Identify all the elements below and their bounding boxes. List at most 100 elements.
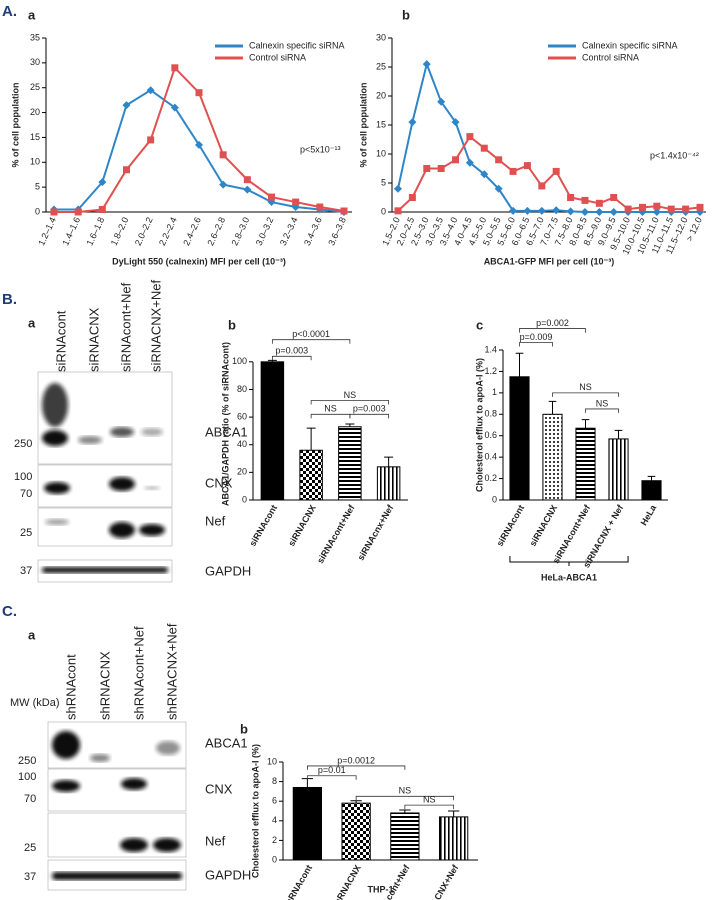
x-tick-label: shRNAcont [281, 863, 314, 900]
marker [466, 133, 474, 141]
bracket-label: NS [579, 382, 592, 392]
marker [219, 151, 227, 159]
marker [452, 156, 460, 164]
bracket-label: NS [344, 390, 357, 400]
legend-label: Calnexin specific siRNA [582, 40, 678, 50]
group-brace [509, 556, 629, 566]
bar [260, 361, 285, 501]
panel-label: c [476, 317, 483, 332]
marker [595, 199, 603, 207]
x-tick-label: 2.0–2.2 [133, 216, 155, 247]
error-bar [614, 429, 623, 439]
y-tick-label: 0.4 [484, 452, 497, 462]
marker [171, 64, 179, 72]
bar [376, 466, 401, 501]
y-tick-label: 0 [242, 494, 247, 504]
y-tick-label: 5 [35, 182, 40, 192]
marker [509, 167, 517, 175]
y-tick-label: 15 [30, 132, 40, 142]
bracket [306, 765, 406, 770]
x-tick-label: 1.6–1.8 [85, 216, 107, 247]
marker [268, 193, 275, 201]
marker [624, 205, 632, 213]
marker [682, 205, 690, 213]
protein-label: ABCA1 [205, 735, 248, 750]
error-bar [306, 427, 316, 451]
panel-label: b [228, 317, 236, 332]
bar [292, 786, 323, 861]
protein-label: Nef [205, 833, 226, 848]
x-tick-label: siRNACNX [286, 503, 318, 548]
error-bar [345, 423, 355, 427]
marker [609, 208, 618, 216]
protein-label: CNX [205, 475, 233, 490]
marker [195, 89, 203, 97]
error-bar [267, 359, 277, 362]
error-bar [647, 475, 656, 481]
bracket-label: NS [596, 398, 609, 408]
marker [581, 196, 589, 204]
bracket [306, 775, 357, 780]
group-label: THP-1 [367, 884, 393, 894]
marker [394, 207, 402, 215]
bracket [552, 392, 619, 397]
y-tick-label: 1.2 [484, 366, 497, 376]
marker [437, 97, 446, 106]
mw-marker: 250 [18, 755, 36, 767]
x-tick-label: 3.2–3.4 [278, 216, 300, 247]
marker [408, 194, 416, 201]
y-tick-label: 20 [30, 107, 40, 117]
x-tick-label: siRNAcont [495, 503, 527, 548]
x-tick-label: 3.0–3.2 [254, 216, 276, 247]
marker [98, 206, 106, 214]
panel-label: C. [2, 603, 17, 620]
marker [74, 208, 82, 216]
marker [408, 118, 417, 127]
y-tick-label: 30 [30, 57, 40, 67]
bracket-label: p=0.003 [353, 404, 386, 414]
annotation: p<5x10⁻¹³ [300, 144, 341, 154]
y-tick-label: 4 [272, 815, 277, 825]
mw-marker: 25 [24, 842, 36, 854]
marker [638, 203, 646, 211]
panel-label: b [402, 7, 410, 22]
marker [480, 170, 489, 179]
marker [652, 208, 661, 216]
marker [696, 203, 704, 211]
y-tick-label: 0 [272, 854, 277, 864]
marker [147, 136, 155, 144]
error-bar [350, 800, 362, 804]
error-bar [399, 809, 411, 813]
y-tick-label: 10 [30, 157, 40, 167]
y-tick-label: 10 [267, 756, 277, 766]
marker [394, 184, 402, 193]
protein-label: ABCA1 [205, 424, 248, 439]
panel-label: A. [2, 3, 17, 20]
bar [542, 413, 563, 501]
marker [495, 156, 503, 164]
y-tick-label: 35 [30, 32, 40, 42]
y-tick-label: 0.2 [484, 473, 497, 483]
mw-marker: 25 [20, 527, 32, 539]
marker [451, 118, 460, 127]
marker [292, 198, 300, 206]
bracket [310, 413, 351, 419]
bar [509, 376, 530, 501]
marker [423, 165, 431, 172]
bracket-label: NS [423, 794, 436, 804]
marker [465, 158, 474, 167]
y-tick-label: 8 [272, 776, 277, 786]
panel-label: a [28, 315, 36, 330]
y-tick-label: 40 [237, 439, 247, 449]
error-bar [515, 352, 524, 377]
lane-label: siRNACNX+Nef [148, 280, 163, 372]
line [397, 60, 700, 213]
bracket [519, 328, 586, 333]
marker [523, 162, 531, 170]
panel-label: a [28, 7, 36, 22]
bracket-label: p=0.003 [275, 346, 308, 356]
marker [122, 101, 131, 110]
x-tick-label: 2.2–2.4 [157, 216, 179, 247]
marker [595, 208, 604, 216]
